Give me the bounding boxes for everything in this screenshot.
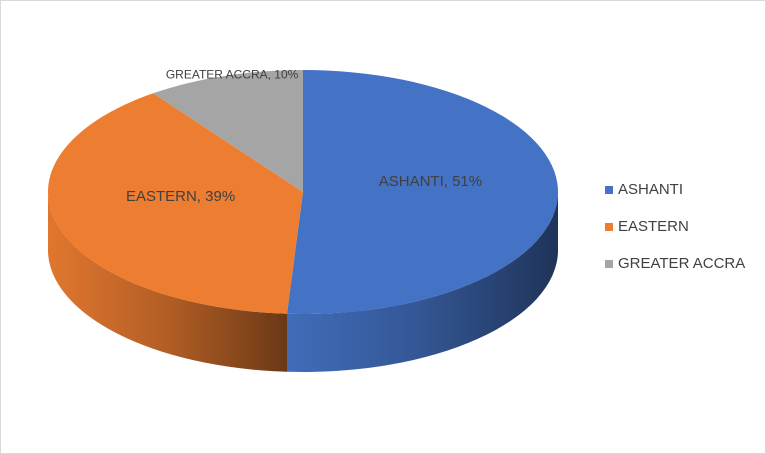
slice: [286, 70, 559, 315]
slice: [48, 93, 303, 314]
data-label: EASTERN, 39%: [126, 188, 235, 205]
slice-side-shade: [48, 192, 287, 372]
slice: [153, 70, 303, 192]
slice-side-shade: [286, 192, 558, 372]
legend-label: GREATER ACCRA: [618, 255, 745, 272]
legend-swatch: [605, 260, 613, 268]
data-label: ASHANTI, 51%: [379, 173, 482, 190]
legend-label: ASHANTI: [618, 181, 683, 198]
legend-label: EASTERN: [618, 218, 689, 235]
legend-swatch: [605, 223, 613, 231]
legend-swatch: [605, 186, 613, 194]
data-label: GREATER ACCRA, 10%: [166, 68, 299, 82]
